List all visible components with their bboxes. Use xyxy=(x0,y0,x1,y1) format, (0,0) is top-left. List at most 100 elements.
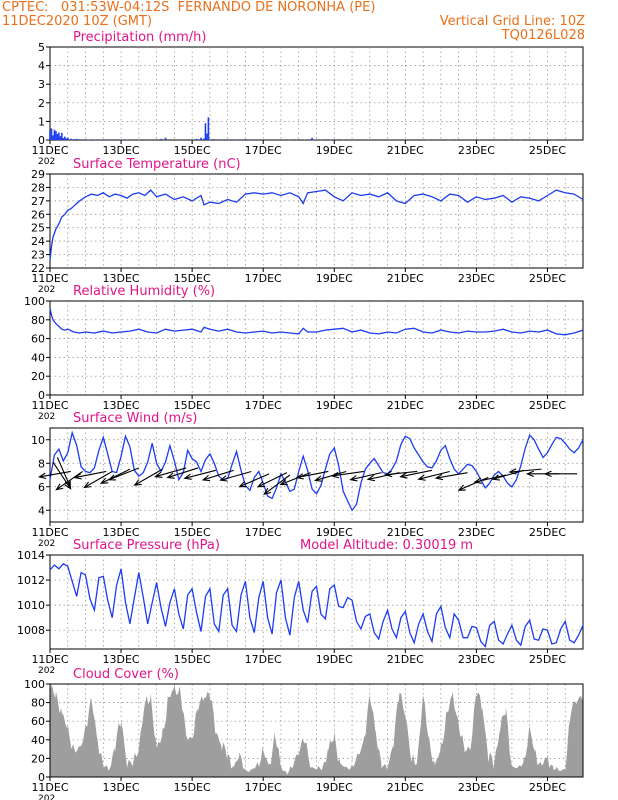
precip-bar xyxy=(69,138,72,140)
y-tick-label: 1008 xyxy=(17,624,45,637)
wind-arrow-head xyxy=(219,475,228,482)
x-year-label: 202 xyxy=(38,157,55,167)
wind-arrow xyxy=(133,468,163,486)
wind-arrow xyxy=(417,470,450,481)
precip-bar xyxy=(311,137,313,140)
panel-3 xyxy=(46,300,584,399)
y-tick-label: 24 xyxy=(31,235,45,248)
y-tick-label: 80 xyxy=(31,697,45,710)
y-tick-label: 8 xyxy=(38,457,45,470)
x-tick-label: 25DEC xyxy=(529,781,566,794)
wind-arrow-head xyxy=(238,481,247,488)
precip-bar xyxy=(50,128,53,140)
y-tick-label: 27 xyxy=(31,195,45,208)
y-tick-label: 60 xyxy=(31,715,45,728)
x-tick-label: 23DEC xyxy=(458,144,495,157)
y-tick-label: 22 xyxy=(31,262,45,275)
wind-arrow-shaft xyxy=(257,472,288,488)
wind-arrow xyxy=(107,467,140,481)
panel-title: Precipitation (mm/h) xyxy=(73,30,206,45)
wind-arrow xyxy=(491,469,524,481)
y-tick-label: 26 xyxy=(31,208,45,221)
precip-bar xyxy=(367,139,370,140)
wind-arrow-shaft xyxy=(100,468,131,484)
wind-arrow-shaft xyxy=(74,470,107,479)
wind-arrow-shaft xyxy=(400,469,433,478)
x-tick-label: 17DEC xyxy=(245,781,282,794)
wind-arrow-head xyxy=(399,472,408,479)
precip-bar xyxy=(244,139,247,140)
panel-title: Relative Humidity (%) xyxy=(73,284,215,299)
x-tick-label: 25DEC xyxy=(529,272,566,285)
wind-arrow-head xyxy=(37,472,47,480)
precip-bar xyxy=(56,134,59,140)
x-year-label: 202 xyxy=(38,539,55,549)
wind-arrow-head xyxy=(314,475,323,482)
wind-arrow xyxy=(508,468,542,475)
wind-arrow-head xyxy=(279,479,288,486)
wind-arrow xyxy=(201,469,234,482)
x-tick-label: 13DEC xyxy=(103,144,140,157)
panel-title: Surface Temperature (nC) xyxy=(73,157,241,172)
wind-arrow-shaft xyxy=(184,469,216,479)
wind-arrow-shaft xyxy=(385,470,418,476)
wind-arrow-shaft xyxy=(239,473,270,488)
wind-arrow-shaft xyxy=(108,467,140,481)
precip-bar xyxy=(207,117,210,140)
wind-arrow-shaft xyxy=(84,470,113,488)
y-tick-label: 1014 xyxy=(17,549,45,562)
y-tick-label: 4 xyxy=(38,60,45,73)
y-tick-label: 80 xyxy=(31,314,45,327)
x-tick-label: 25DEC xyxy=(529,399,566,412)
wind-arrow-head xyxy=(434,473,444,481)
wind-arrow xyxy=(279,472,311,486)
x-tick-label: 11DEC xyxy=(31,653,68,666)
precip-bar xyxy=(223,139,226,140)
wind-arrow-shaft xyxy=(492,469,524,480)
wind-arrow-head xyxy=(366,474,376,482)
x-tick-label: 21DEC xyxy=(387,526,424,539)
panel-4 xyxy=(37,427,584,526)
wind-arrow-shaft xyxy=(155,467,187,478)
precip-bar xyxy=(55,131,57,140)
precip-bar xyxy=(78,139,81,140)
wind-arrow xyxy=(384,470,418,478)
x-tick-label: 11DEC xyxy=(31,526,68,539)
wind-arrow-shaft xyxy=(350,472,382,481)
wind-arrow-head xyxy=(154,471,163,479)
wind-arrow-head xyxy=(543,470,552,478)
x-tick-label: 23DEC xyxy=(458,781,495,794)
precip-bar xyxy=(49,131,51,140)
cloud-area xyxy=(50,684,583,777)
x-tick-label: 13DEC xyxy=(103,272,140,285)
panel-annotation: Model Altitude: 0.30019 m xyxy=(300,538,473,553)
precip-bar xyxy=(52,135,54,140)
x-tick-label: 19DEC xyxy=(316,781,353,794)
wind-arrow-shaft xyxy=(203,469,234,481)
wind-arrow-head xyxy=(107,474,117,481)
x-tick-label: 17DEC xyxy=(245,272,282,285)
precip-bar xyxy=(75,138,78,140)
wind-arrow xyxy=(83,470,113,489)
x-tick-label: 11DEC xyxy=(31,272,68,285)
wind-arrow xyxy=(314,470,347,482)
precip-bar xyxy=(62,138,65,140)
panel-title: Surface Wind (m/s) xyxy=(73,411,197,426)
precip-bar xyxy=(61,132,63,140)
y-tick-label: 23 xyxy=(31,249,45,262)
wind-arrow-shaft xyxy=(332,470,364,477)
wind-arrow-head xyxy=(166,472,175,479)
series-line xyxy=(49,430,584,512)
x-tick-label: 17DEC xyxy=(245,526,282,539)
wind-arrow-shaft xyxy=(474,474,507,483)
precip-bar xyxy=(53,129,56,140)
precip-bar xyxy=(93,139,96,140)
wind-arrow xyxy=(55,471,83,491)
header-run-time: 11DEC2020 10Z (GMT) xyxy=(2,14,153,29)
y-tick-label: 6 xyxy=(38,481,45,494)
wind-arrow-head xyxy=(201,474,211,482)
x-tick-label: 15DEC xyxy=(174,781,211,794)
precip-bar xyxy=(426,139,429,140)
precip-bar xyxy=(72,139,75,140)
y-tick-label: 28 xyxy=(31,181,45,194)
